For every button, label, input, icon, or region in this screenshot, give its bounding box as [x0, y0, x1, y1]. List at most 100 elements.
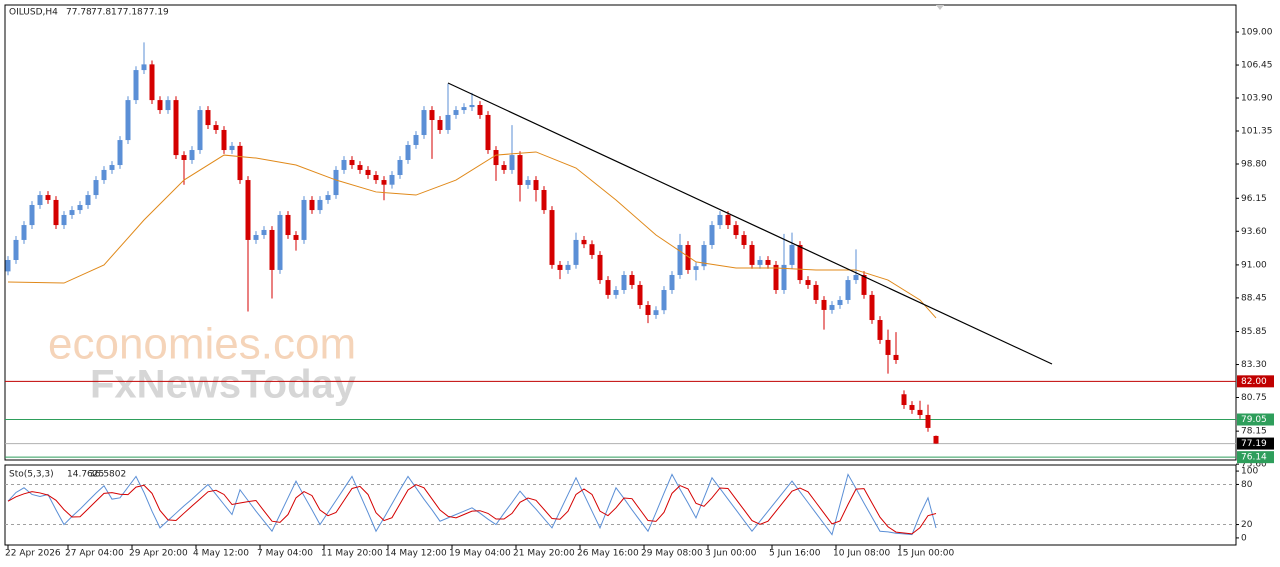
x-tick-label: 29 May 08:00 — [641, 549, 703, 559]
candle-body — [557, 264, 563, 270]
candle-body — [925, 414, 931, 428]
stochastic-d-line — [7, 484, 937, 535]
x-tick-label: 19 May 04:00 — [449, 549, 511, 559]
candle-body — [229, 145, 235, 151]
level-label: 82.00 — [1241, 377, 1267, 387]
candle-body — [285, 214, 291, 236]
candle-body — [725, 214, 731, 226]
indicator-title: Sto(5,3,3) — [9, 470, 54, 480]
candle-body — [597, 254, 603, 281]
candle-body — [461, 107, 467, 111]
trendline — [447, 82, 1053, 365]
level-label-box — [1237, 413, 1274, 426]
y-tick-label: 80 — [1241, 480, 1253, 490]
candle-body — [637, 284, 643, 306]
y-tick-label: 0 — [1241, 533, 1247, 543]
candle-body — [933, 435, 939, 444]
candle-body — [157, 100, 163, 111]
candle-body — [341, 159, 347, 170]
candle-body — [53, 199, 59, 226]
candle-body — [61, 214, 67, 226]
candle-body — [861, 274, 867, 295]
x-tick-label: 10 Jun 08:00 — [833, 549, 890, 559]
ohlc-low: 77.18 — [117, 8, 143, 18]
y-tick-label: 96.15 — [1241, 194, 1267, 204]
candle-body — [677, 244, 683, 275]
candle-body — [373, 174, 379, 181]
candle-body — [757, 259, 763, 265]
y-tick-label: 78.15 — [1241, 427, 1267, 437]
candle-body — [509, 155, 515, 170]
candle-body — [213, 125, 219, 130]
candle-body — [93, 180, 99, 196]
candle-body — [549, 210, 555, 265]
candle-body — [405, 144, 411, 160]
candle-body — [477, 105, 483, 115]
candle-body — [437, 120, 443, 130]
candle-body — [269, 229, 275, 270]
indicator-k: 14.7625 — [67, 470, 104, 480]
candle-body — [621, 274, 627, 291]
candle-body — [605, 280, 611, 295]
candle-body — [125, 100, 131, 141]
candle-body — [909, 405, 915, 410]
candle-body — [565, 264, 571, 270]
candle-body — [501, 165, 507, 170]
x-tick-label: 26 May 16:00 — [577, 549, 639, 559]
candle-body — [165, 100, 171, 111]
candle-body — [773, 264, 779, 291]
candle-body — [45, 195, 51, 200]
indicator-d: 36.5802 — [89, 470, 126, 480]
y-tick-label: 20 — [1241, 520, 1253, 530]
candle-body — [101, 169, 107, 181]
candle-body — [349, 159, 355, 166]
candle-body — [533, 180, 539, 191]
x-tick-label: 21 May 20:00 — [513, 549, 575, 559]
candle-body — [669, 274, 675, 291]
candle-body — [517, 155, 523, 185]
candle-body — [493, 150, 499, 166]
candle-body — [221, 129, 227, 151]
candle-body — [117, 140, 123, 166]
level-label-box — [1237, 437, 1274, 450]
candle-body — [685, 244, 691, 270]
candle-body — [85, 195, 91, 206]
x-tick-label: 29 Apr 20:00 — [129, 549, 188, 559]
x-tick-label: 5 Jun 16:00 — [769, 549, 821, 559]
candle-body — [901, 394, 907, 406]
candle-body — [813, 284, 819, 300]
candle-body — [29, 205, 35, 226]
level-label: 79.05 — [1241, 415, 1267, 425]
level-label-box — [1237, 375, 1274, 388]
x-tick-label: 7 May 04:00 — [257, 549, 313, 559]
candle-body — [173, 100, 179, 156]
candle-body — [789, 244, 795, 265]
candle-body — [629, 274, 635, 285]
y-tick-label: 75.60 — [1241, 460, 1267, 470]
x-tick-label: 4 May 12:00 — [193, 549, 249, 559]
x-tick-label: 3 Jun 00:00 — [705, 549, 757, 559]
candle-body — [709, 225, 715, 245]
candle-body — [13, 239, 19, 260]
candle-body — [357, 165, 363, 170]
y-tick-label: 101.35 — [1241, 127, 1273, 137]
y-tick-label: 98.80 — [1241, 159, 1267, 169]
candle-body — [261, 229, 267, 236]
ohlc-close: 77.19 — [143, 8, 169, 18]
candle-body — [469, 105, 475, 108]
level-label: 77.19 — [1241, 439, 1267, 449]
candle-body — [317, 199, 323, 211]
candle-body — [293, 235, 299, 240]
stochastic-k-line — [7, 473, 937, 536]
candle-body — [141, 64, 147, 71]
candle-body — [749, 244, 755, 265]
candle-body — [765, 259, 771, 265]
x-tick-label: 14 May 12:00 — [385, 549, 447, 559]
candle-body — [829, 305, 835, 310]
candle-body — [781, 264, 787, 291]
candle-body — [189, 150, 195, 160]
candle-body — [277, 214, 283, 270]
chart-title: OILUSD,H4 — [9, 8, 58, 18]
y-tick-label: 109.00 — [1241, 28, 1273, 38]
x-tick-label: 22 Apr 2026 — [5, 549, 61, 559]
